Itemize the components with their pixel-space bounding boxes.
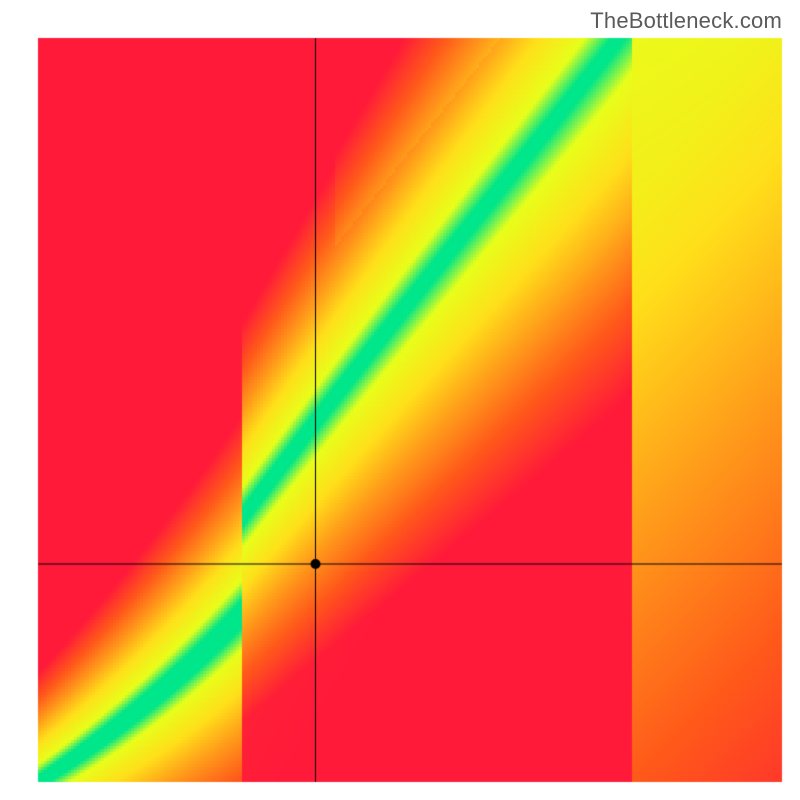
heatmap-canvas <box>0 0 800 800</box>
watermark-text: TheBottleneck.com <box>590 8 782 34</box>
chart-container: TheBottleneck.com <box>0 0 800 800</box>
